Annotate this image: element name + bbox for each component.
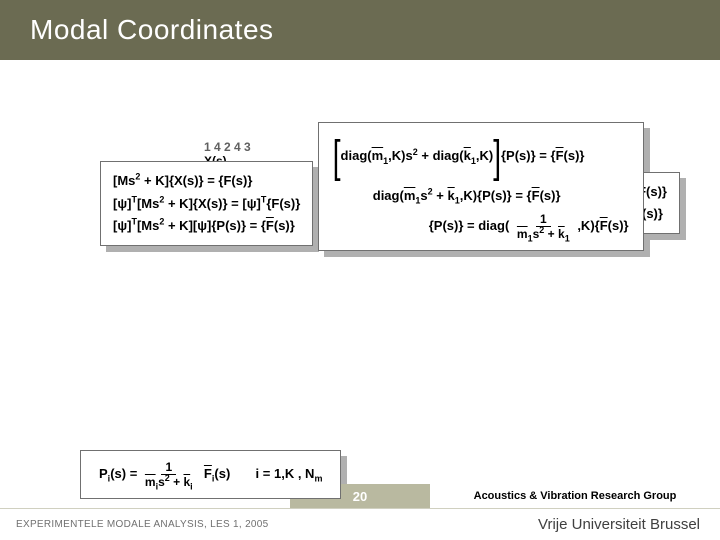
- slide: Modal Coordinates [Ms2 + K]{X(s)} = {F(s…: [0, 0, 720, 540]
- eq-1-3: [ψ]T[Ms2 + K][ψ]{P(s)} = {F(s)}: [113, 215, 300, 237]
- footer-bottom: EXPERIMENTELE MODALE ANALYSIS, LES 1, 20…: [0, 508, 720, 540]
- equation-block-1: [Ms2 + K]{X(s)} = {F(s)} [ψ]T[Ms2 + K]{X…: [100, 161, 313, 245]
- frac-den-3: mis2 + ki: [141, 475, 197, 488]
- frac-den: m1s2 + k1: [513, 227, 574, 240]
- eq-3: Pi(s) = 1 mis2 + ki Fi(s) i = 1,K , Nm: [99, 461, 322, 488]
- eq-1-2: [ψ]T[Ms2 + K]{X(s)} = [ψ]T{F(s)}: [113, 193, 300, 215]
- eq-2-1: [diag(m1,K)s2 + diag(k1,K)]{P(s)} = {F(s…: [333, 133, 629, 181]
- title-bar: Modal Coordinates: [0, 0, 720, 60]
- equation-block-3: Pi(s) = 1 mis2 + ki Fi(s) i = 1,K , Nm: [80, 450, 341, 499]
- eq-2-3: {P(s)} = diag( 1 m1s2 + k1 ,K){F(s)}: [333, 213, 629, 240]
- content-area: [Ms2 + K]{X(s)} = {F(s)} [ψ]T[Ms2 + K]{X…: [0, 60, 720, 540]
- footnote: EXPERIMENTELE MODALE ANALYSIS, LES 1, 20…: [16, 519, 269, 530]
- research-group: Acoustics & Vibration Research Group: [430, 484, 720, 508]
- university-name: Vrije Universiteit Brussel: [538, 516, 700, 533]
- slide-title: Modal Coordinates: [30, 14, 274, 46]
- eq-2-2: diag(m1s2 + k1,K){P(s)} = {F(s)}: [333, 185, 629, 207]
- equation-block-2: [diag(m1,K)s2 + diag(k1,K)]{P(s)} = {F(s…: [318, 122, 644, 251]
- eq-1-1: [Ms2 + K]{X(s)} = {F(s)}: [113, 170, 300, 192]
